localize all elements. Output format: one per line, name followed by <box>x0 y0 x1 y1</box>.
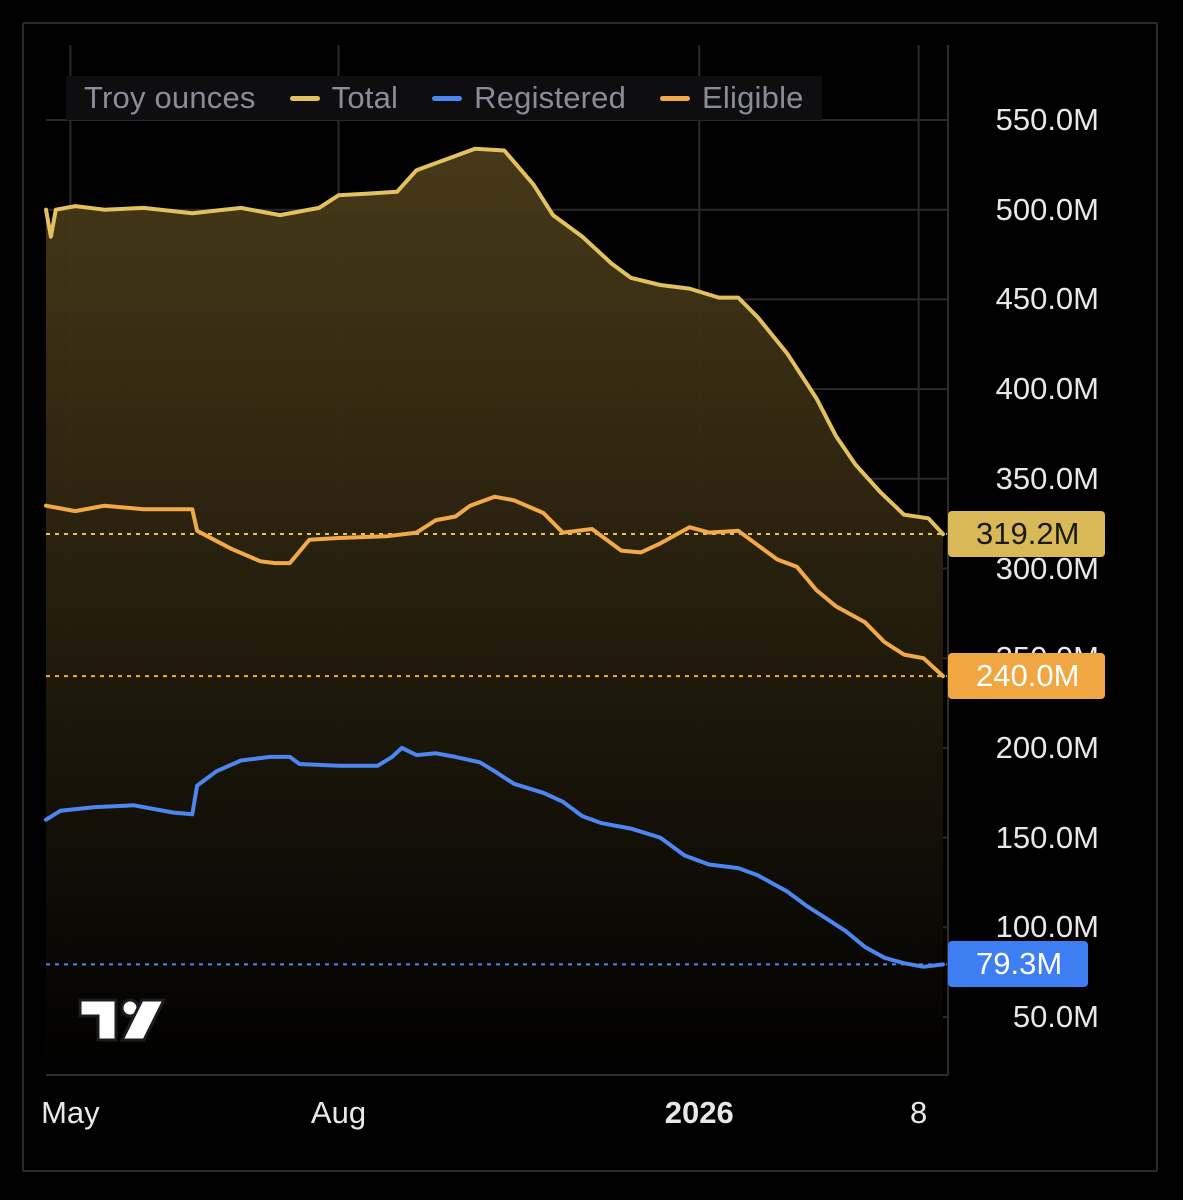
legend-item-total[interactable]: Total <box>289 80 399 116</box>
legend-swatch-eligible <box>660 95 691 101</box>
registered-last-value-label: 79.3M <box>948 941 1089 988</box>
total-last-value-label: 319.2M <box>948 511 1106 558</box>
legend-label-registered: Registered <box>474 80 627 115</box>
x-tick-label: 2026 <box>664 1095 734 1130</box>
y-tick-label: 100.0M <box>995 909 1099 945</box>
chart-frame <box>22 22 1158 1172</box>
y-tick-label: 500.0M <box>995 191 1099 227</box>
x-tick-label: May <box>41 1095 100 1130</box>
y-tick-label: 150.0M <box>995 819 1099 855</box>
registered-series-line[interactable] <box>44 745 945 969</box>
y-tick-label: 550.0M <box>995 102 1099 137</box>
legend-swatch-total <box>289 95 320 101</box>
y-tick-label: 450.0M <box>995 281 1099 317</box>
y-tick-label: 200.0M <box>995 729 1099 765</box>
y-tick-label: 50.0M <box>1012 999 1099 1034</box>
total-series-line[interactable] <box>44 146 945 537</box>
total-area-fill <box>46 148 943 1075</box>
legend-swatch-registered <box>432 95 463 101</box>
legend-label-total: Total <box>331 80 399 115</box>
legend: Troy ounces Total Registered Eligible <box>66 76 822 120</box>
legend-item-eligible[interactable]: Eligible <box>660 80 804 116</box>
tradingview-logo-icon <box>78 998 167 1042</box>
eligible-series-line[interactable] <box>44 494 945 679</box>
x-tick-label: 8 <box>910 1095 928 1130</box>
legend-label-eligible: Eligible <box>702 80 804 115</box>
legend-unit-label: Troy ounces <box>84 80 256 115</box>
eligible-last-value-label: 240.0M <box>948 653 1106 700</box>
legend-item-registered[interactable]: Registered <box>432 80 626 116</box>
y-tick-label: 350.0M <box>995 460 1099 496</box>
y-tick-label: 400.0M <box>995 371 1099 407</box>
x-tick-label: Aug <box>310 1095 367 1130</box>
